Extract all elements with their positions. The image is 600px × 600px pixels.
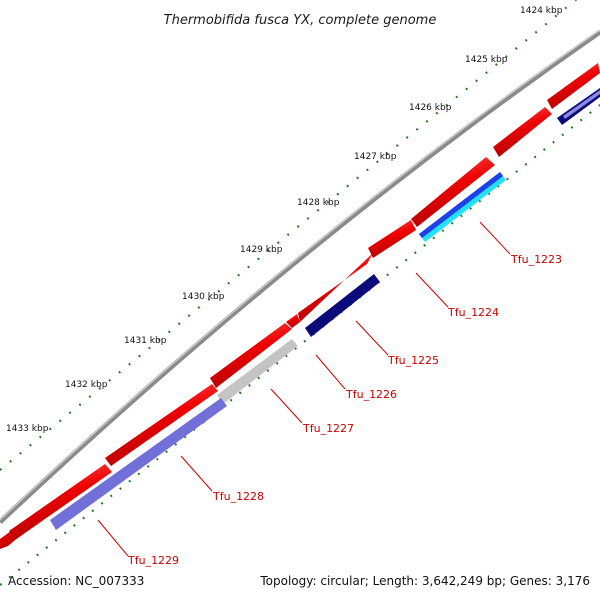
outer-tick-ring: [0, 0, 578, 471]
gene-arrow: [493, 107, 552, 157]
gene-arrow: [411, 157, 495, 227]
label-leaders: [97, 221, 511, 557]
leader-line: [97, 519, 129, 557]
gene-bar: [217, 339, 298, 404]
genome-backbone: [0, 29, 600, 524]
reverse-strand-genes: [50, 88, 600, 530]
gene-arrow: [9, 464, 112, 540]
leader-line: [315, 354, 346, 390]
leader-line: [415, 272, 449, 308]
gene-arrow: [105, 384, 218, 466]
leader-line: [479, 221, 511, 255]
kbp-label: 1424 kbp: [520, 6, 563, 16]
leader-line: [355, 320, 389, 356]
gene-label[interactable]: Tfu_1228: [212, 490, 264, 503]
gene-arrow: [286, 314, 300, 328]
gene-arrow: [368, 220, 416, 258]
kbp-label: 1433 kbp: [6, 424, 49, 434]
gene-arrow: [298, 253, 373, 322]
kbp-label: 1425 kbp: [465, 55, 508, 65]
gene-label[interactable]: Tfu_1223: [510, 253, 562, 266]
gene-label[interactable]: Tfu_1224: [447, 306, 499, 319]
gene-label[interactable]: Tfu_1225: [387, 354, 439, 367]
backbone-highlight: [0, 29, 600, 521]
inner-tick-ring: [0, 104, 600, 586]
accession-text: Accession: NC_007333: [8, 574, 145, 588]
gene-bar: [419, 172, 503, 238]
gene-arrow: [547, 63, 600, 109]
genome-summary-text: Topology: circular; Length: 3,642,249 bp…: [260, 574, 590, 588]
gene-bar: [305, 274, 380, 337]
kbp-label: 1431 kbp: [124, 336, 167, 346]
kbp-label: 1432 kbp: [65, 380, 108, 390]
kbp-label: 1428 kbp: [297, 198, 340, 208]
kbp-label: 1427 kbp: [354, 152, 397, 162]
gene-bar: [563, 90, 600, 119]
map-title: Thermobifida fusca YX, complete genome: [164, 13, 437, 28]
gene-label[interactable]: Tfu_1227: [302, 422, 354, 435]
leader-line: [270, 388, 303, 424]
gene-label[interactable]: Tfu_1229: [127, 554, 179, 567]
kbp-scale: 1424 kbp 1425 kbp 1426 kbp 1427 kbp 1428…: [6, 6, 563, 434]
gene-labels: Tfu_1223 Tfu_1224 Tfu_1225 Tfu_1226 Tfu_…: [127, 253, 562, 567]
gene-arrow: [210, 323, 292, 388]
kbp-label: 1426 kbp: [409, 103, 452, 113]
gene-label[interactable]: Tfu_1226: [345, 388, 397, 401]
kbp-label: 1430 kbp: [182, 292, 225, 302]
leader-line: [180, 455, 213, 492]
forward-strand-genes: [0, 63, 600, 549]
kbp-label: 1429 kbp: [240, 245, 283, 255]
gene-bar: [50, 398, 227, 530]
